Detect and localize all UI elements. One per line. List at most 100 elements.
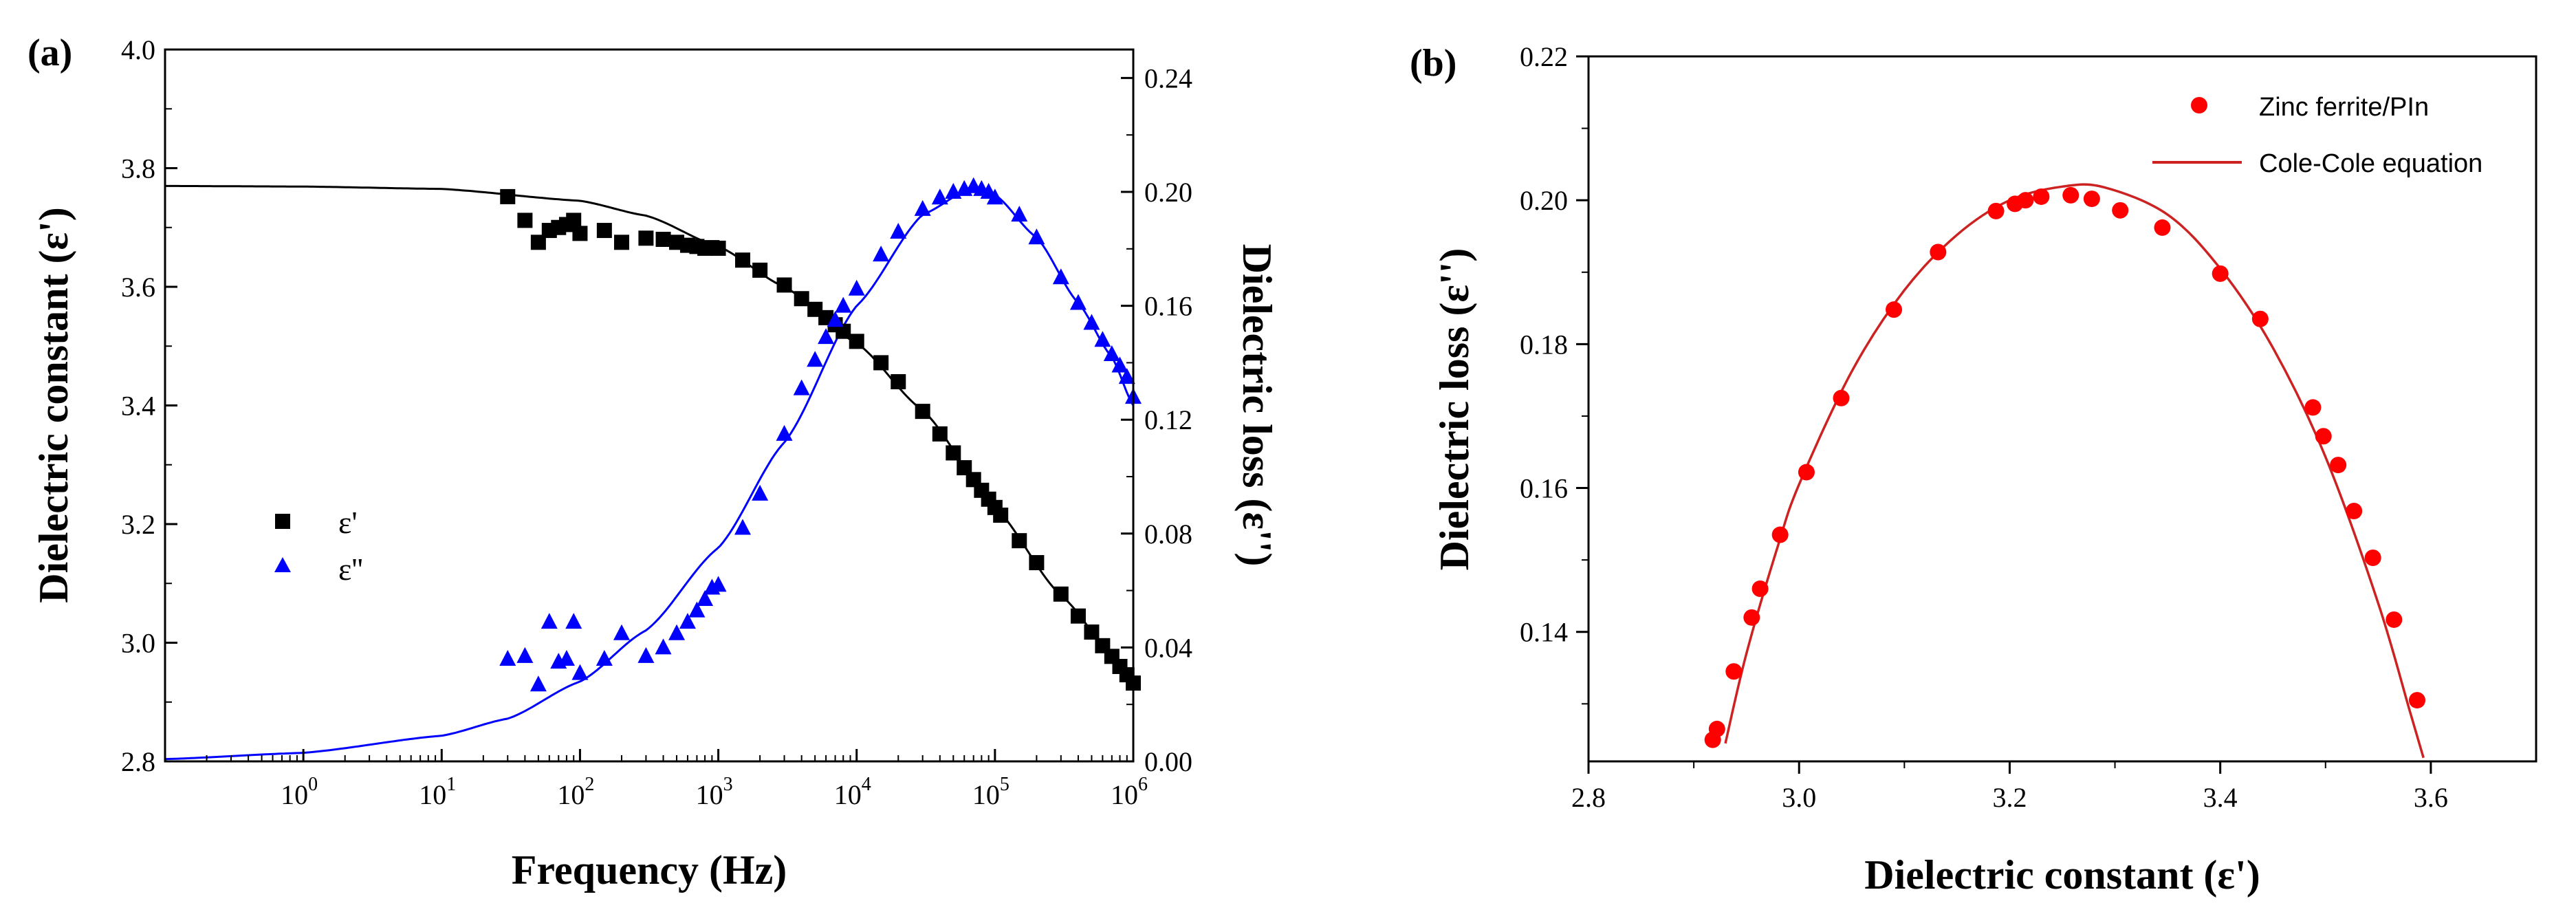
data-point-zinc-ferrite [2386,611,2403,628]
y-tick-label-left-a: 2.8 [121,746,155,777]
x-tick-label-a: 105 [972,774,1009,810]
y-tick-label-b: 0.20 [1520,185,1568,216]
x-tick-label-b: 2.8 [1571,782,1606,813]
x-tick-label-b: 3.4 [2203,782,2238,813]
data-point-eps-double-prime [1011,206,1028,222]
y-tick-label-left-a: 3.8 [121,153,155,184]
data-point-eps-prime [794,291,809,307]
data-point-eps-prime [572,226,588,241]
data-point-eps-double-prime [668,624,686,640]
y-tick-label-left-a: 3.0 [121,628,155,659]
chart-b: (b) 2.8 3.0 3.2 3.4 3.6 0.14 0.16 0.18 0.20 0.22… [1410,41,2537,898]
y-tick-label-right-a: 0.12 [1144,404,1192,435]
legend-b: Zinc ferrite/PIn Cole-Cole equation [2152,93,2482,178]
y-axis-label-b: Dielectric loss (ε'') [1432,248,1477,571]
y-tick-label-right-a: 0.16 [1144,291,1192,322]
data-point-eps-prime [566,213,582,228]
data-point-zinc-ferrite [1798,464,1815,481]
data-point-zinc-ferrite [2315,428,2332,445]
data-point-eps-double-prime [499,649,516,666]
x-tick-label-a: 106 [1111,774,1148,810]
data-point-eps-prime [530,235,546,250]
data-point-eps-prime [946,445,961,461]
data-point-zinc-ferrite [1725,663,1743,680]
data-point-eps-double-prime [818,328,835,345]
x-tick-label-a: 104 [834,774,871,810]
data-point-eps-prime [1053,586,1069,602]
data-point-zinc-ferrite [2330,457,2347,474]
data-point-eps-prime [500,188,516,204]
x-axis-label-a: Frequency (Hz) [512,847,787,893]
legend-label-cole-cole: Cole-Cole equation [2259,149,2482,178]
data-point-eps-double-prime [1094,331,1111,347]
data-point-eps-prime [710,240,726,256]
data-point-eps-double-prime [734,519,751,535]
legend-marker-zinc-ferrite [2191,97,2207,113]
data-point-eps-double-prime [776,424,793,441]
panel-label-b: (b) [1410,42,1456,85]
data-point-zinc-ferrite [1751,580,1769,597]
data-point-eps-double-prime [697,590,714,607]
data-point-eps-double-prime [793,379,810,395]
data-point-eps-double-prime [1028,228,1045,245]
data-point-eps-double-prime [931,188,948,205]
fit-line-eps-prime [165,184,1134,686]
x-tick-label-a: 101 [419,774,456,810]
data-point-eps-double-prime [1118,368,1135,384]
data-point-zinc-ferrite [2304,399,2322,416]
data-point-eps-double-prime [613,624,630,640]
data-point-eps-prime [734,252,750,268]
legend-label-eps-double-prime: ε'' [338,552,363,587]
data-point-eps-prime [1012,533,1027,549]
data-point-eps-double-prime [890,222,907,239]
y-tick-label-left-a: 4.0 [121,34,155,65]
data-point-eps-double-prime [848,279,865,296]
data-point-eps-prime [638,230,654,246]
y-tick-label-b: 0.18 [1520,329,1568,360]
data-point-eps-double-prime [516,647,534,663]
fit-line-eps-double-prime [164,185,1135,761]
data-point-eps-double-prime [530,675,547,692]
y-tick-label-left-a: 3.4 [121,391,155,422]
data-point-eps-prime [752,262,768,278]
data-point-eps-prime [873,355,889,371]
y-tick-label-left-a: 3.2 [121,509,155,540]
data-point-eps-double-prime [1111,356,1128,373]
x-tick-label-a: 103 [696,774,733,810]
data-point-eps-prime [613,235,629,250]
data-point-zinc-ferrite [2408,692,2425,709]
data-point-eps-double-prime [596,649,613,666]
data-point-zinc-ferrite [2112,202,2129,219]
y-tick-label-b: 0.22 [1520,41,1568,72]
data-point-zinc-ferrite [1987,202,2005,219]
y-tick-label-b: 0.16 [1520,473,1568,504]
data-point-eps-prime [891,374,906,389]
data-point-zinc-ferrite [2364,550,2381,567]
data-point-eps-prime [655,232,671,247]
data-point-eps-double-prime [752,484,769,501]
data-point-eps-double-prime [1069,294,1087,310]
data-point-eps-double-prime [558,649,575,666]
data-point-eps-prime [1084,624,1100,640]
data-point-eps-double-prime [679,613,696,629]
data-point-eps-double-prime [710,576,727,592]
legend-a: ε' ε'' [274,505,363,587]
data-point-eps-prime [517,213,533,228]
fit-line-cole-cole [1724,183,2425,759]
data-point-eps-prime [776,277,792,293]
data-point-zinc-ferrite [2083,191,2100,208]
x-tick-label-b: 3.2 [1992,782,2027,813]
data-point-zinc-ferrite [2062,186,2080,204]
data-point-eps-double-prime [655,638,672,655]
x-tick-label-a: 102 [557,774,594,810]
x-tick-label-b: 3.0 [1782,782,1816,813]
data-point-eps-prime [836,323,851,339]
data-point-eps-prime [915,404,930,420]
data-point-eps-double-prime [807,351,824,367]
data-point-eps-double-prime [688,601,706,618]
data-point-eps-double-prime [1103,345,1120,361]
data-point-zinc-ferrite [2033,188,2050,205]
data-point-zinc-ferrite [2212,265,2229,282]
data-point-eps-prime [993,508,1009,523]
